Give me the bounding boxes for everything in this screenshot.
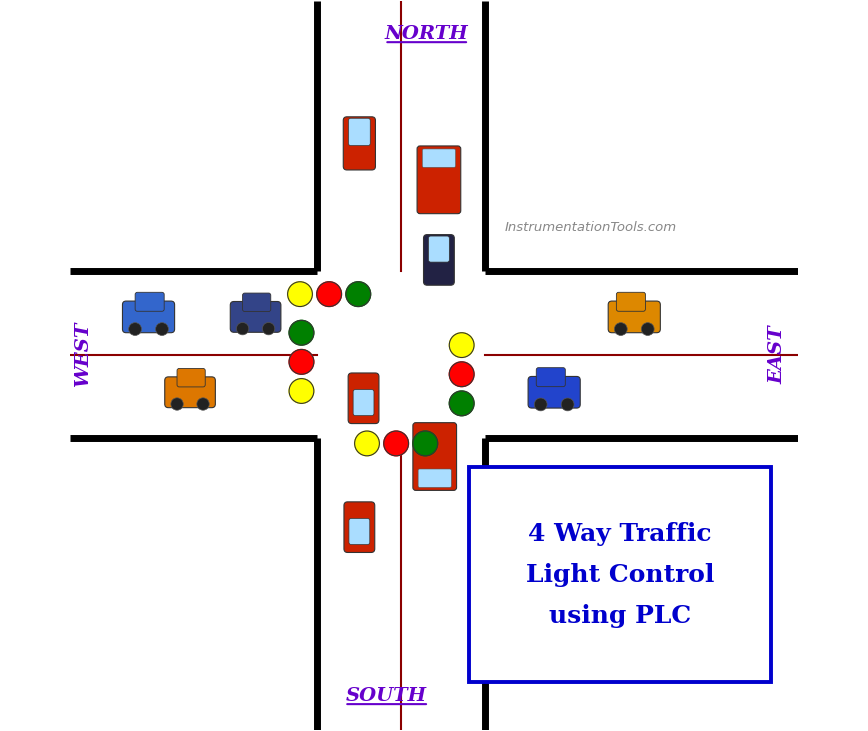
FancyBboxPatch shape [343,117,376,170]
FancyBboxPatch shape [418,469,451,488]
FancyBboxPatch shape [469,467,771,682]
FancyBboxPatch shape [528,376,580,408]
Text: WEST: WEST [74,322,92,387]
Circle shape [535,398,547,411]
Circle shape [413,431,437,456]
FancyBboxPatch shape [344,502,375,553]
FancyBboxPatch shape [417,146,461,213]
Circle shape [384,431,409,456]
Circle shape [317,281,341,306]
Text: InstrumentationTools.com: InstrumentationTools.com [504,221,677,234]
Text: 4 Way Traffic
Light Control
using PLC: 4 Way Traffic Light Control using PLC [526,522,714,628]
FancyBboxPatch shape [242,293,271,311]
FancyBboxPatch shape [413,423,457,491]
FancyBboxPatch shape [349,518,370,545]
FancyBboxPatch shape [348,373,379,423]
FancyBboxPatch shape [424,235,454,285]
Circle shape [128,322,141,336]
Text: NORTH: NORTH [385,25,469,43]
Circle shape [262,322,275,335]
Circle shape [562,398,574,411]
Text: SOUTH: SOUTH [346,687,427,705]
Circle shape [641,322,654,336]
Circle shape [615,322,628,336]
Circle shape [155,322,168,336]
Circle shape [287,281,312,306]
Circle shape [450,391,474,416]
Circle shape [289,320,314,345]
Circle shape [345,281,371,306]
FancyBboxPatch shape [616,292,646,311]
FancyBboxPatch shape [348,118,371,145]
FancyBboxPatch shape [608,301,661,333]
FancyBboxPatch shape [230,301,281,333]
Circle shape [197,398,209,410]
FancyBboxPatch shape [135,292,164,311]
Circle shape [289,349,314,374]
FancyBboxPatch shape [429,236,450,262]
FancyBboxPatch shape [122,301,174,333]
Circle shape [450,333,474,357]
FancyBboxPatch shape [177,368,205,387]
Circle shape [171,398,183,410]
FancyBboxPatch shape [165,377,215,408]
FancyBboxPatch shape [536,368,565,387]
FancyBboxPatch shape [423,149,456,167]
Circle shape [355,431,379,456]
Circle shape [236,322,249,335]
Text: EAST: EAST [769,325,786,384]
FancyBboxPatch shape [353,390,374,416]
Circle shape [289,379,314,404]
Circle shape [450,362,474,387]
